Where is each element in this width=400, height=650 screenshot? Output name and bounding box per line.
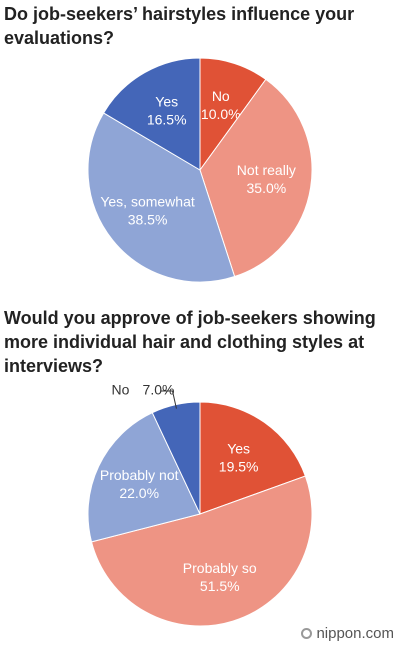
pie-slice [199,78,313,278]
pie-slice [87,112,236,283]
value-label: 22.0% [119,485,159,501]
slice-label: No [212,88,230,104]
leader-line [160,390,177,409]
logo-icon [301,628,313,639]
slice-label: Probably so [183,560,257,576]
source: nippon.com [316,625,394,642]
value-label: 38.5% [128,212,168,228]
pie-slice [102,57,201,171]
value-label: 19.5% [219,459,259,475]
pie-slice [199,401,307,515]
slice-label: No [112,382,130,398]
slice-label: Probably not [100,467,179,483]
slice-label: Yes [227,441,250,457]
value-label: 10.0% [201,106,241,122]
chart-title: Would you approve of job-seekers showing… [4,308,376,376]
pie-slice [87,411,201,543]
pie-slice [90,475,313,627]
chart-title: Do job-seekers’ hairstyles influence you… [4,4,355,48]
value-label: 35.0% [247,180,287,196]
slice-label: Yes, somewhat [100,194,195,210]
value-label: 7.0% [143,382,175,398]
value-label: 16.5% [147,111,187,127]
value-label: 51.5% [200,578,240,594]
footer: nippon.com [301,625,394,642]
slice-label: Not really [237,162,296,178]
slice-label: Yes [155,93,178,109]
